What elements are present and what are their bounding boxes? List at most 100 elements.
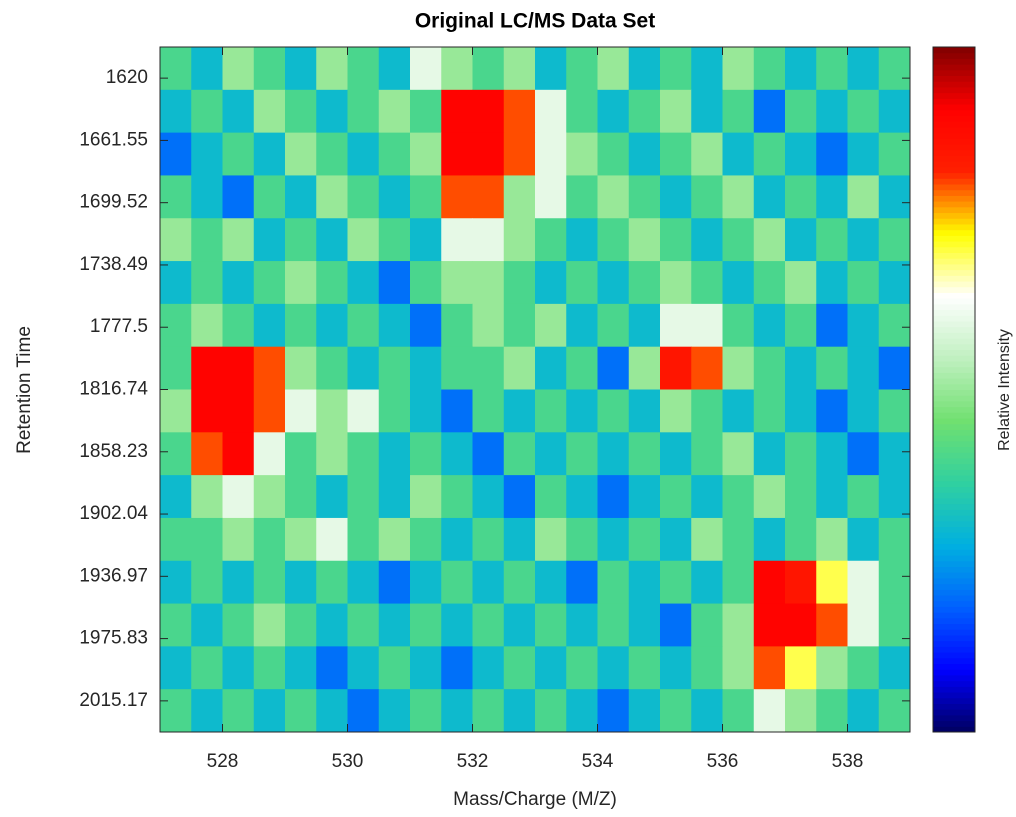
colorbar-swatch bbox=[933, 92, 975, 99]
heatmap-cell bbox=[847, 261, 880, 305]
colorbar-swatch bbox=[933, 121, 975, 128]
heatmap-cell bbox=[691, 646, 723, 690]
heatmap-cell bbox=[847, 475, 880, 519]
heatmap-cell bbox=[660, 475, 692, 519]
heatmap-cell bbox=[410, 603, 442, 647]
heatmap-cell bbox=[628, 432, 661, 476]
heatmap-cell bbox=[691, 517, 723, 562]
heatmap-cell bbox=[191, 175, 223, 219]
heatmap-cell bbox=[472, 517, 505, 562]
heatmap-cell bbox=[191, 303, 223, 348]
heatmap-cell bbox=[660, 646, 692, 690]
heatmap-cell bbox=[410, 560, 442, 605]
colorbar-swatch bbox=[933, 126, 975, 134]
colorbar-swatch bbox=[933, 497, 975, 505]
colorbar-swatch bbox=[933, 138, 975, 145]
heatmap-cell bbox=[785, 261, 817, 305]
heatmap-cell bbox=[628, 175, 661, 219]
heatmap-cell bbox=[160, 389, 192, 433]
heatmap-cell bbox=[722, 218, 755, 262]
heatmap-cell bbox=[410, 89, 442, 134]
heatmap-cell bbox=[597, 517, 630, 562]
heatmap-cell bbox=[503, 175, 536, 219]
heatmap-cell bbox=[222, 517, 255, 562]
heatmap-cell bbox=[597, 132, 630, 176]
heatmap-cell bbox=[535, 261, 567, 305]
colorbar-frame bbox=[932, 46, 976, 733]
colorbar-swatch bbox=[933, 566, 975, 573]
heatmap-cell bbox=[472, 603, 505, 647]
heatmap-cell bbox=[410, 389, 442, 433]
x-tick-label: 538 bbox=[832, 751, 864, 772]
heatmap-cell bbox=[222, 47, 255, 91]
heatmap-cell bbox=[316, 175, 348, 219]
heatmap-cell bbox=[722, 646, 755, 690]
heatmap-cell bbox=[691, 89, 723, 134]
heatmap-cell bbox=[472, 47, 505, 91]
heatmap-cell bbox=[878, 89, 911, 134]
heatmap-cell bbox=[378, 475, 411, 519]
heatmap-cell bbox=[660, 218, 692, 262]
heatmap-cell bbox=[816, 89, 848, 134]
colorbar-swatch bbox=[933, 435, 975, 442]
heatmap-cell bbox=[753, 646, 786, 690]
colorbar-swatch bbox=[933, 674, 975, 682]
colorbar-swatch bbox=[933, 412, 975, 419]
heatmap-cell bbox=[785, 303, 817, 348]
heatmap-cell bbox=[347, 346, 380, 390]
heatmap-cell bbox=[347, 475, 380, 519]
heatmap-cell bbox=[597, 218, 630, 262]
heatmap-cell bbox=[160, 603, 192, 647]
heatmap-cell bbox=[253, 689, 286, 733]
heatmap-cell bbox=[785, 89, 817, 134]
heatmap-cell bbox=[503, 646, 536, 690]
heatmap-cell bbox=[691, 47, 723, 91]
heatmap-cell bbox=[816, 646, 848, 690]
heatmap-cell bbox=[347, 517, 380, 562]
heatmap-cell bbox=[503, 218, 536, 262]
heatmap-cell bbox=[597, 47, 630, 91]
heatmap-cell bbox=[816, 132, 848, 176]
colorbar-swatch bbox=[933, 166, 975, 174]
chart-title: Original LC/MS Data Set bbox=[415, 10, 655, 33]
heatmap-cell bbox=[660, 603, 692, 647]
colorbar-swatch bbox=[933, 155, 975, 162]
heatmap-cell bbox=[660, 560, 692, 605]
colorbar-swatch bbox=[933, 326, 975, 333]
heatmap-cell bbox=[847, 346, 880, 390]
heatmap-cell bbox=[628, 132, 661, 176]
heatmap-cell bbox=[535, 218, 567, 262]
heatmap-cell bbox=[191, 603, 223, 647]
heatmap-cell bbox=[160, 47, 192, 91]
colorbar-swatch bbox=[933, 537, 975, 545]
heatmap-cell bbox=[441, 261, 473, 305]
heatmap-cell bbox=[410, 218, 442, 262]
heatmap-cell bbox=[472, 175, 505, 219]
heatmap-cell bbox=[785, 132, 817, 176]
heatmap-cell bbox=[441, 47, 473, 91]
colorbar-swatch bbox=[933, 606, 975, 613]
heatmap-cell bbox=[660, 47, 692, 91]
heatmap-cell bbox=[441, 89, 473, 134]
colorbar-swatch bbox=[933, 663, 975, 670]
x-tick-label: 534 bbox=[582, 751, 614, 772]
colorbar-swatch bbox=[933, 440, 975, 448]
heatmap-cell bbox=[503, 475, 536, 519]
heatmap-cell bbox=[566, 389, 598, 433]
heatmap-cell bbox=[222, 175, 255, 219]
heatmap-cell bbox=[597, 261, 630, 305]
colorbar-swatch bbox=[933, 206, 975, 214]
heatmap-cell bbox=[472, 132, 505, 176]
heatmap-cell bbox=[628, 517, 661, 562]
heatmap-cell bbox=[285, 475, 317, 519]
colorbar-swatch bbox=[933, 132, 975, 139]
heatmap-cell bbox=[722, 603, 755, 647]
heatmap-cell bbox=[347, 47, 380, 91]
heatmap-cell bbox=[660, 303, 692, 348]
heatmap-cell bbox=[722, 689, 755, 733]
heatmap-cell bbox=[285, 89, 317, 134]
heatmap-cell bbox=[410, 303, 442, 348]
heatmap-cell bbox=[566, 646, 598, 690]
heatmap-cell bbox=[597, 603, 630, 647]
heatmap-cell bbox=[316, 261, 348, 305]
